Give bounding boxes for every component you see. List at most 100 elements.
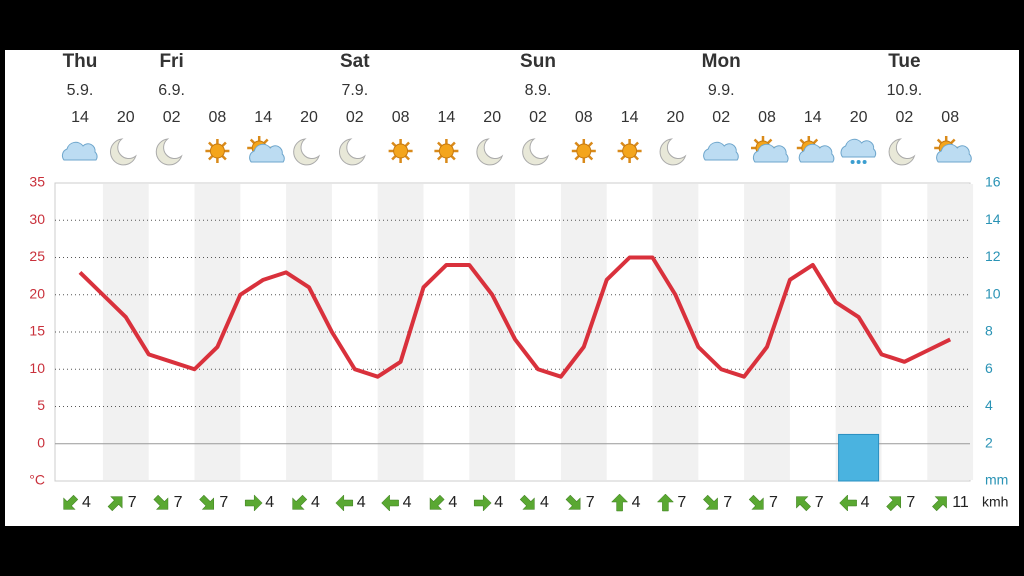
y-tick-label: 5 — [37, 397, 45, 413]
wind-arrow — [153, 494, 169, 510]
day-name: Fri — [159, 51, 183, 72]
y2-tick-label: 12 — [985, 248, 1001, 264]
y2-tick-label: 14 — [985, 211, 1001, 227]
weather-icon — [205, 139, 230, 163]
wind-speed: 7 — [815, 494, 824, 511]
y-tick-label: 25 — [29, 248, 45, 264]
hour-label: 20 — [667, 109, 685, 126]
hour-label: 02 — [712, 109, 730, 126]
wind-arrow-shape — [610, 493, 629, 512]
wind-arrow — [519, 494, 535, 510]
wind-arrow — [429, 494, 445, 510]
day-date: 9.9. — [708, 82, 735, 99]
rain-drop — [850, 160, 855, 164]
wind-speed: 4 — [357, 494, 366, 511]
y2-tick-label: 4 — [985, 397, 993, 413]
sun — [622, 143, 638, 159]
cloud — [798, 143, 835, 163]
wind-speed: 7 — [906, 494, 915, 511]
column-band — [377, 184, 424, 480]
hour-label: 02 — [163, 109, 181, 126]
weather-icon — [840, 138, 877, 164]
day-date: 10.9. — [887, 82, 923, 99]
hour-label: 08 — [758, 109, 776, 126]
weather-icon — [796, 136, 835, 163]
y2-tick-label: mm — [985, 472, 1008, 488]
wind-speed: 4 — [494, 494, 503, 511]
wind-arrow-shape — [244, 494, 263, 512]
sun — [393, 143, 409, 159]
hour-label: 08 — [941, 109, 959, 126]
day-date: 7.9. — [341, 82, 368, 99]
weather-icon — [659, 138, 687, 166]
y2-tick-label: 6 — [985, 360, 993, 376]
moon — [522, 138, 550, 166]
y-tick-label: 20 — [29, 285, 45, 301]
wind-speed: 7 — [723, 494, 732, 511]
hour-label: 20 — [483, 109, 501, 126]
weather-icon — [339, 138, 366, 166]
y-tick-label: 0 — [37, 434, 45, 450]
wind-arrow — [610, 493, 629, 512]
hour-label: 20 — [850, 109, 868, 126]
day-name: Sat — [340, 51, 370, 72]
weather-icon — [571, 139, 596, 163]
wind-arrow — [199, 494, 215, 510]
wind-speed: 4 — [448, 494, 457, 511]
y-tick-label: 15 — [29, 323, 45, 339]
weather-icon — [388, 139, 413, 163]
wind-arrow-shape — [796, 496, 811, 512]
wind-speed: 4 — [632, 494, 641, 511]
wind-speed: 4 — [311, 494, 320, 511]
wind-speed: 7 — [677, 494, 686, 511]
wind-arrow-shape — [703, 494, 718, 510]
hour-label: 02 — [529, 109, 547, 126]
hour-label: 14 — [621, 109, 639, 126]
day-name: Sun — [520, 51, 556, 72]
weather-icon — [522, 138, 550, 166]
wind-arrow — [63, 494, 79, 510]
wind-arrow — [932, 496, 947, 512]
hour-label: 14 — [254, 109, 272, 126]
wind-arrow-shape — [335, 494, 354, 512]
y2-tick-label: 8 — [985, 323, 993, 339]
day-name: Thu — [63, 51, 98, 72]
y-tick-label: 10 — [29, 360, 45, 376]
wind-arrow — [839, 494, 857, 512]
hour-label: 14 — [804, 109, 822, 126]
wind-arrow-shape — [565, 494, 581, 510]
weather-icon — [934, 136, 972, 163]
wind-arrow — [107, 496, 123, 512]
wind-arrow — [292, 494, 308, 510]
day-date: 8.9. — [525, 82, 552, 99]
hour-label: 20 — [300, 109, 318, 126]
wind-arrow-shape — [153, 494, 169, 510]
hour-label: 14 — [71, 109, 89, 126]
wind-arrow-shape — [107, 496, 123, 512]
wind-speed: 11 — [952, 494, 969, 511]
hour-label: 02 — [896, 109, 914, 126]
weather-icon — [751, 136, 789, 163]
day-date: 6.9. — [158, 82, 185, 99]
hour-label: 08 — [575, 109, 593, 126]
column-band — [286, 184, 332, 480]
rain-drop — [862, 160, 867, 164]
y2-tick-label: 2 — [985, 434, 993, 450]
wind-speed: 7 — [219, 494, 228, 511]
moon — [659, 138, 687, 166]
wind-arrow-shape — [748, 494, 764, 510]
wind-arrow-shape — [656, 493, 675, 512]
sun — [209, 143, 225, 159]
weather-icon — [155, 138, 183, 166]
cloud — [752, 143, 789, 163]
wind-arrow — [703, 494, 718, 510]
wind-arrow-shape — [839, 494, 857, 512]
wind-speed: 7 — [128, 494, 137, 511]
rain-drop — [856, 160, 861, 164]
moon — [476, 138, 504, 166]
weather-icon — [888, 138, 916, 166]
wind-arrow — [886, 496, 902, 512]
weather-icon — [293, 138, 321, 166]
weather-icon — [434, 139, 459, 163]
